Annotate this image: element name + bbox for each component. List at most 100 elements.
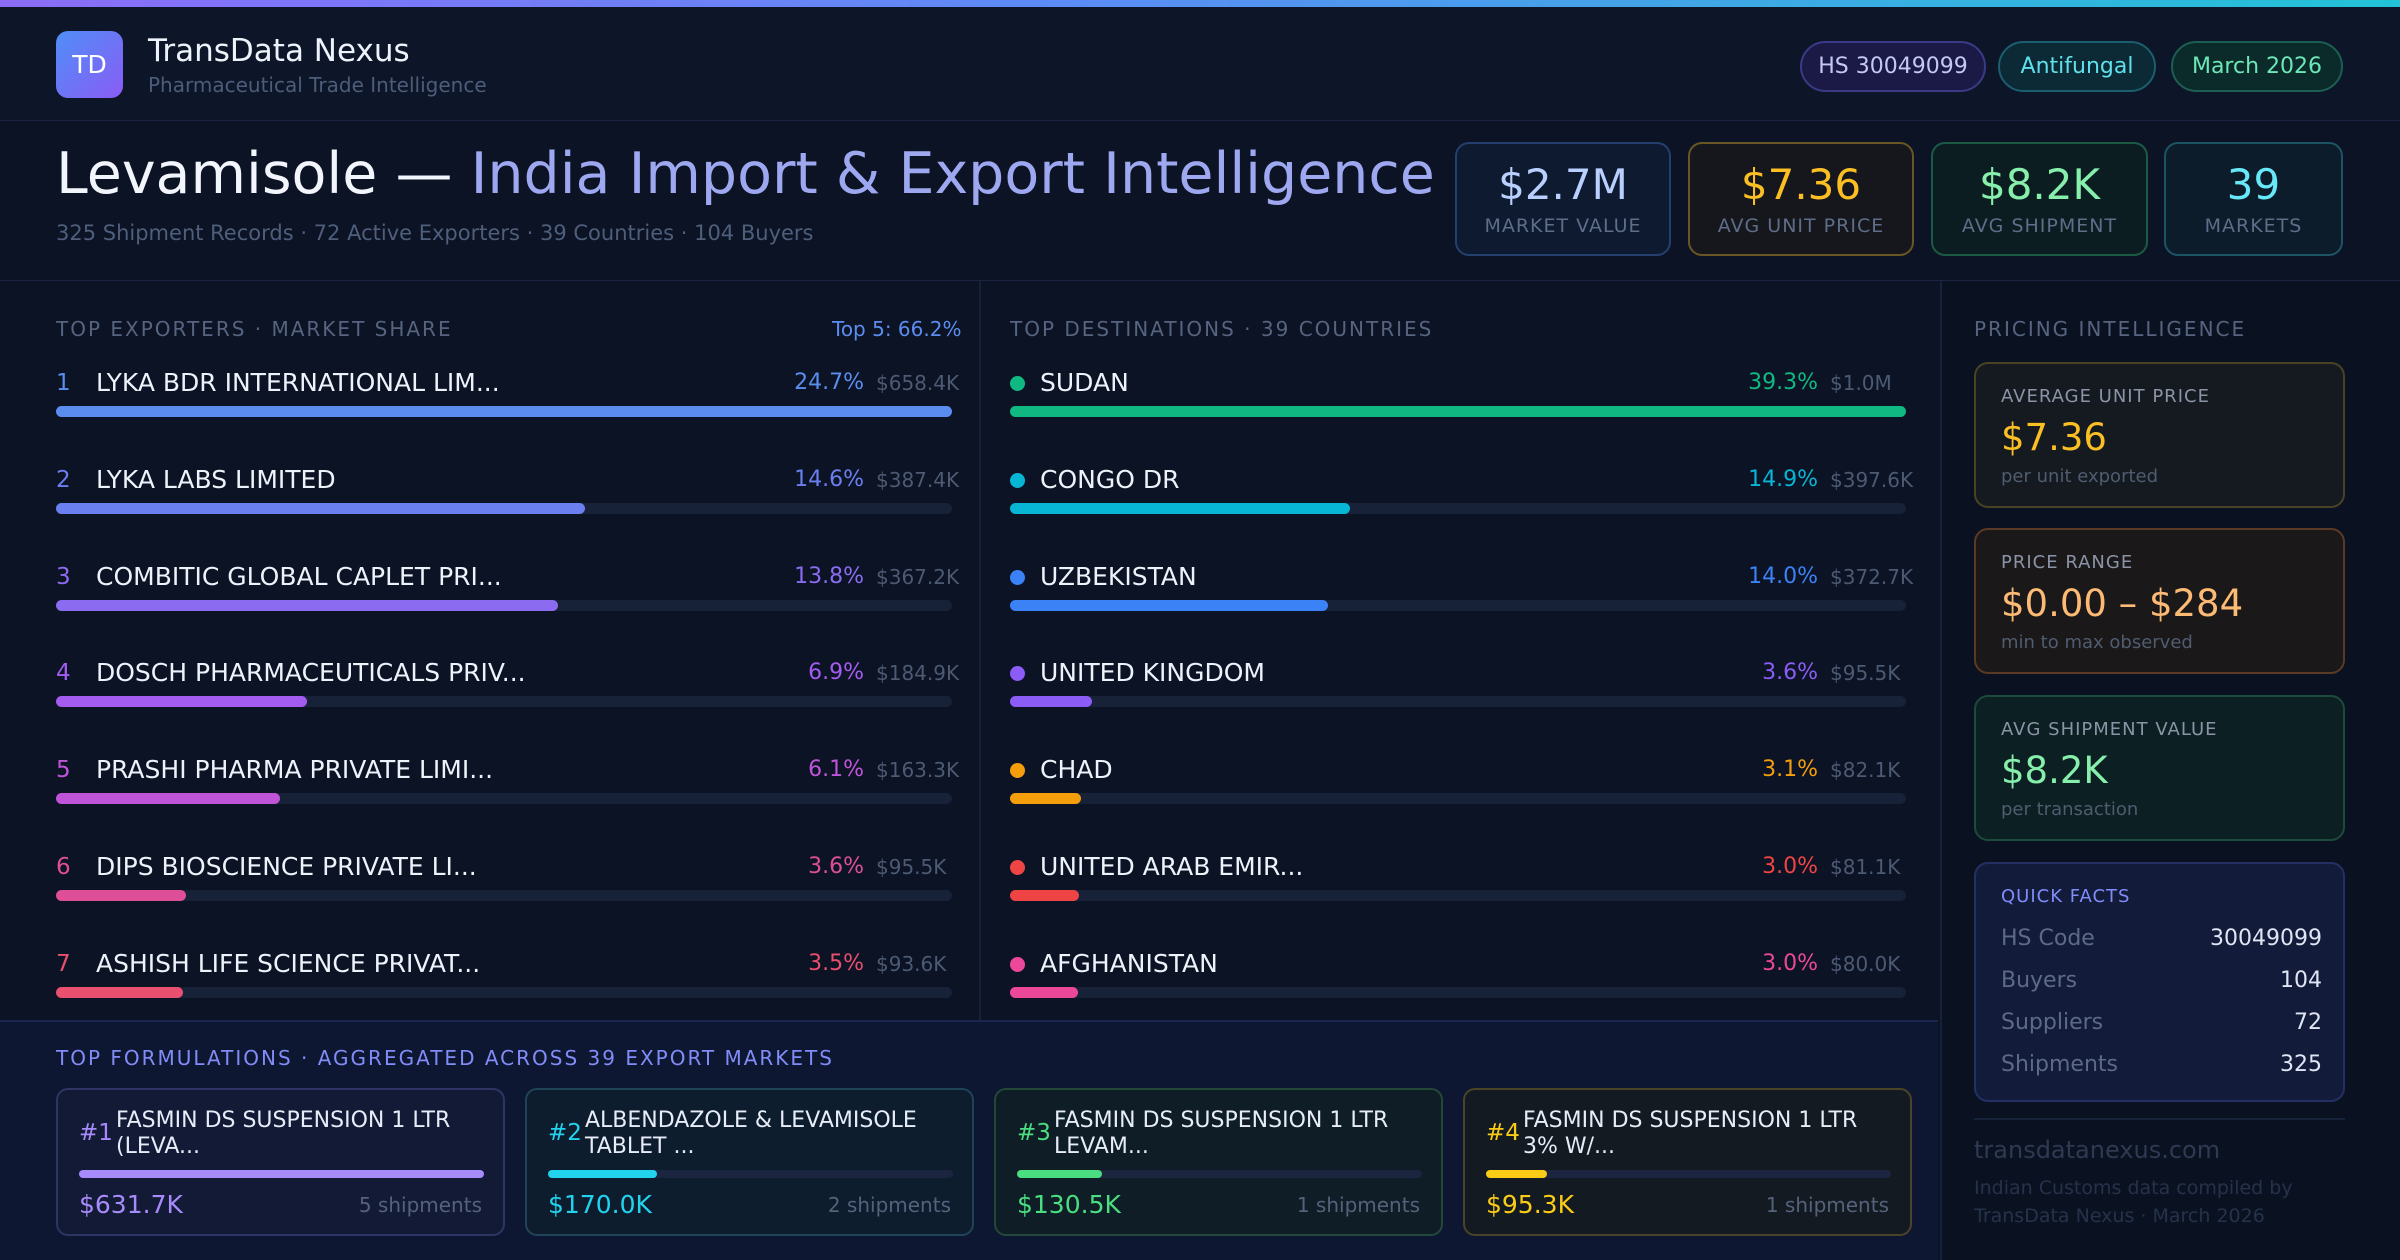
card-label: PRICE RANGE: [2001, 552, 2134, 573]
destination-row[interactable]: AFGHANISTAN 3.0% $80.0K: [1010, 947, 1906, 1007]
destination-share-pct: 3.6%: [1762, 660, 1818, 686]
page-title-rest: India Import & Export Intelligence: [470, 141, 1435, 207]
formulation-name: ALBENDAZOLE & LEVAMISOLE TABLET ...: [585, 1108, 917, 1159]
destination-dot: [1010, 569, 1025, 585]
exporter-value: $95.5K: [876, 855, 947, 879]
destination-dot: [1010, 860, 1025, 875]
exporter-share-pct: 3.5%: [808, 950, 864, 976]
formulation-card[interactable]: #2 ALBENDAZOLE & LEVAMISOLE TABLET ... $17…: [525, 1088, 974, 1236]
destination-row[interactable]: SUDAN 39.3% $1.0M: [1010, 366, 1906, 426]
kpi-label: AVG UNIT PRICE: [1717, 215, 1885, 237]
quick-fact-row: Suppliers 72: [2001, 1010, 2322, 1040]
hs-code-pill[interactable]: HS 30049099: [1800, 41, 1986, 92]
formulation-value: $130.5K: [1017, 1190, 1121, 1219]
formulation-rank: #2: [548, 1120, 582, 1146]
kpi-value: 39: [2226, 160, 2281, 209]
destination-row[interactable]: UNITED ARAB EMIR... 3.0% $81.1K: [1010, 850, 1906, 910]
kpi-value: $2.7M: [1498, 160, 1628, 209]
destination-row[interactable]: UNITED KINGDOM 3.6% $95.5K: [1010, 656, 1906, 716]
exporter-row[interactable]: 1 LYKA BDR INTERNATIONAL LIM... 24.7% $658.…: [56, 366, 959, 426]
app-header: TD TransData Nexus Pharmaceutical Trade …: [0, 7, 2400, 121]
destination-value: $95.5K: [1830, 661, 1901, 686]
destination-share-bar: [1010, 696, 1906, 708]
destination-share-pct: 3.1%: [1762, 757, 1818, 783]
destination-value: $82.1K: [1830, 758, 1901, 783]
card-sub: per unit exported: [2001, 466, 2159, 487]
destination-name: UNITED ARAB EMIR...: [1040, 852, 1304, 881]
exporter-rank: 7: [56, 950, 71, 977]
exporter-name: DOSCH PHARMACEUTICALS PRIV...: [96, 658, 526, 688]
destination-share-fill: [1010, 793, 1081, 805]
destination-dot: [1010, 472, 1025, 488]
period-pill[interactable]: March 2026: [2171, 41, 2343, 92]
exporter-row[interactable]: 4 DOSCH PHARMACEUTICALS PRIV... 6.9% $184.9…: [56, 656, 959, 716]
formulation-share-bar: [79, 1170, 484, 1178]
exporter-row[interactable]: 2 LYKA LABS LIMITED 14.6% $387.4K: [56, 463, 959, 523]
exporter-share-fill: [56, 406, 952, 417]
exporter-share-fill: [56, 793, 280, 805]
card-sub: min to max observed: [2001, 632, 2193, 653]
destination-row[interactable]: UZBEKISTAN 14.0% $372.7K: [1010, 560, 1913, 620]
quick-fact-row: HS Code 30049099: [2001, 926, 2322, 956]
formulation-shipments: 1 shipments: [1296, 1193, 1420, 1217]
destination-row[interactable]: CONGO DR 14.9% $397.6K: [1010, 463, 1913, 523]
destination-dot: [1010, 666, 1025, 682]
destination-value: $397.6K: [1830, 467, 1914, 492]
exporter-value: $184.9K: [876, 661, 960, 686]
formulation-shipments: 1 shipments: [1765, 1193, 1889, 1217]
fact-value: 30049099: [2210, 926, 2322, 951]
fact-key: Suppliers: [2001, 1010, 2104, 1035]
exporter-name: LYKA BDR INTERNATIONAL LIM...: [96, 368, 500, 397]
exporter-row[interactable]: 6 DIPS BIOSCIENCE PRIVATE LI... 3.6% $95.5K: [56, 850, 952, 910]
exporter-share-bar: [56, 502, 952, 514]
exporter-value: $163.3K: [876, 758, 960, 783]
card-label: AVG SHIPMENT VALUE: [2001, 719, 2218, 740]
destination-value: $80.0K: [1830, 951, 1901, 976]
destination-name: AFGHANISTAN: [1040, 948, 1218, 978]
destination-share-bar: [1010, 986, 1906, 998]
exporter-row[interactable]: 7 ASHISH LIFE SCIENCE PRIVAT... 3.5% $93.6K: [56, 947, 952, 1007]
formulation-value: $631.7K: [79, 1190, 183, 1219]
exporter-row[interactable]: 5 PRASHI PHARMA PRIVATE LIMI... 6.1% $163.3…: [56, 753, 959, 813]
avg-shipment-card: AVG SHIPMENT VALUE $8.2K per transaction: [1974, 695, 2345, 841]
exporter-share-bar: [56, 890, 952, 901]
page-subtitle: 325 Shipment Records · 72 Active Exporte…: [56, 221, 814, 245]
formulation-card[interactable]: #1 FASMIN DS SUSPENSION 1 LTR (LEVA... $63…: [56, 1088, 505, 1236]
site-link[interactable]: transdatanexus.com: [1974, 1136, 2221, 1164]
destination-share-bar: [1010, 502, 1906, 514]
card-value: $7.36: [2001, 416, 2107, 459]
formulation-share-fill: [79, 1170, 484, 1178]
category-pill[interactable]: Antifungal: [1998, 41, 2156, 92]
destination-share-fill: [1010, 599, 1329, 611]
destination-row[interactable]: CHAD 3.1% $82.1K: [1010, 753, 1906, 813]
exporter-value: $93.6K: [876, 951, 947, 976]
exporter-share-fill: [56, 599, 558, 611]
data-credit: Indian Customs data compiled by TransDat…: [1974, 1177, 2293, 1227]
destination-name: UZBEKISTAN: [1040, 561, 1197, 591]
quick-facts-card: QUICK FACTS HS Code 30049099 Buyers 104 …: [1974, 862, 2345, 1102]
exporter-share-pct: 6.9%: [808, 660, 864, 686]
destinations-heading: TOP DESTINATIONS · 39 COUNTRIES: [1010, 317, 1434, 341]
destination-share-pct: 39.3%: [1748, 370, 1818, 395]
exporter-share-bar: [56, 696, 952, 708]
formulation-card[interactable]: #4 FASMIN DS SUSPENSION 1 LTR 3% W/... $95…: [1463, 1088, 1912, 1236]
destination-share-fill: [1010, 406, 1906, 417]
destination-dot: [1010, 956, 1025, 972]
exporter-share-bar: [56, 986, 952, 998]
formulation-share-bar: [548, 1170, 953, 1178]
kpi-label: MARKETS: [2204, 215, 2303, 237]
destination-dot: [1010, 376, 1025, 391]
formulations-heading: TOP FORMULATIONS · AGGREGATED ACROSS 39 …: [56, 1046, 834, 1070]
formulation-value: $95.3K: [1486, 1190, 1574, 1219]
destination-share-pct: 14.9%: [1748, 466, 1818, 492]
formulation-shipments: 5 shipments: [358, 1193, 482, 1217]
brand-logo[interactable]: TD: [56, 31, 123, 98]
sidebar-divider: [1974, 1118, 2345, 1120]
exporter-rank: 2: [56, 466, 71, 493]
exporters-heading: TOP EXPORTERS · MARKET SHARE: [56, 317, 453, 341]
exporter-row[interactable]: 3 COMBITIC GLOBAL CAPLET PRI... 13.8% $367.…: [56, 560, 959, 620]
destination-value: $81.1K: [1830, 855, 1901, 879]
destination-value: $1.0M: [1830, 371, 1892, 395]
formulation-card[interactable]: #3 FASMIN DS SUSPENSION 1 LTR LEVAM... $13…: [994, 1088, 1443, 1236]
destination-share-pct: 3.0%: [1762, 950, 1818, 976]
